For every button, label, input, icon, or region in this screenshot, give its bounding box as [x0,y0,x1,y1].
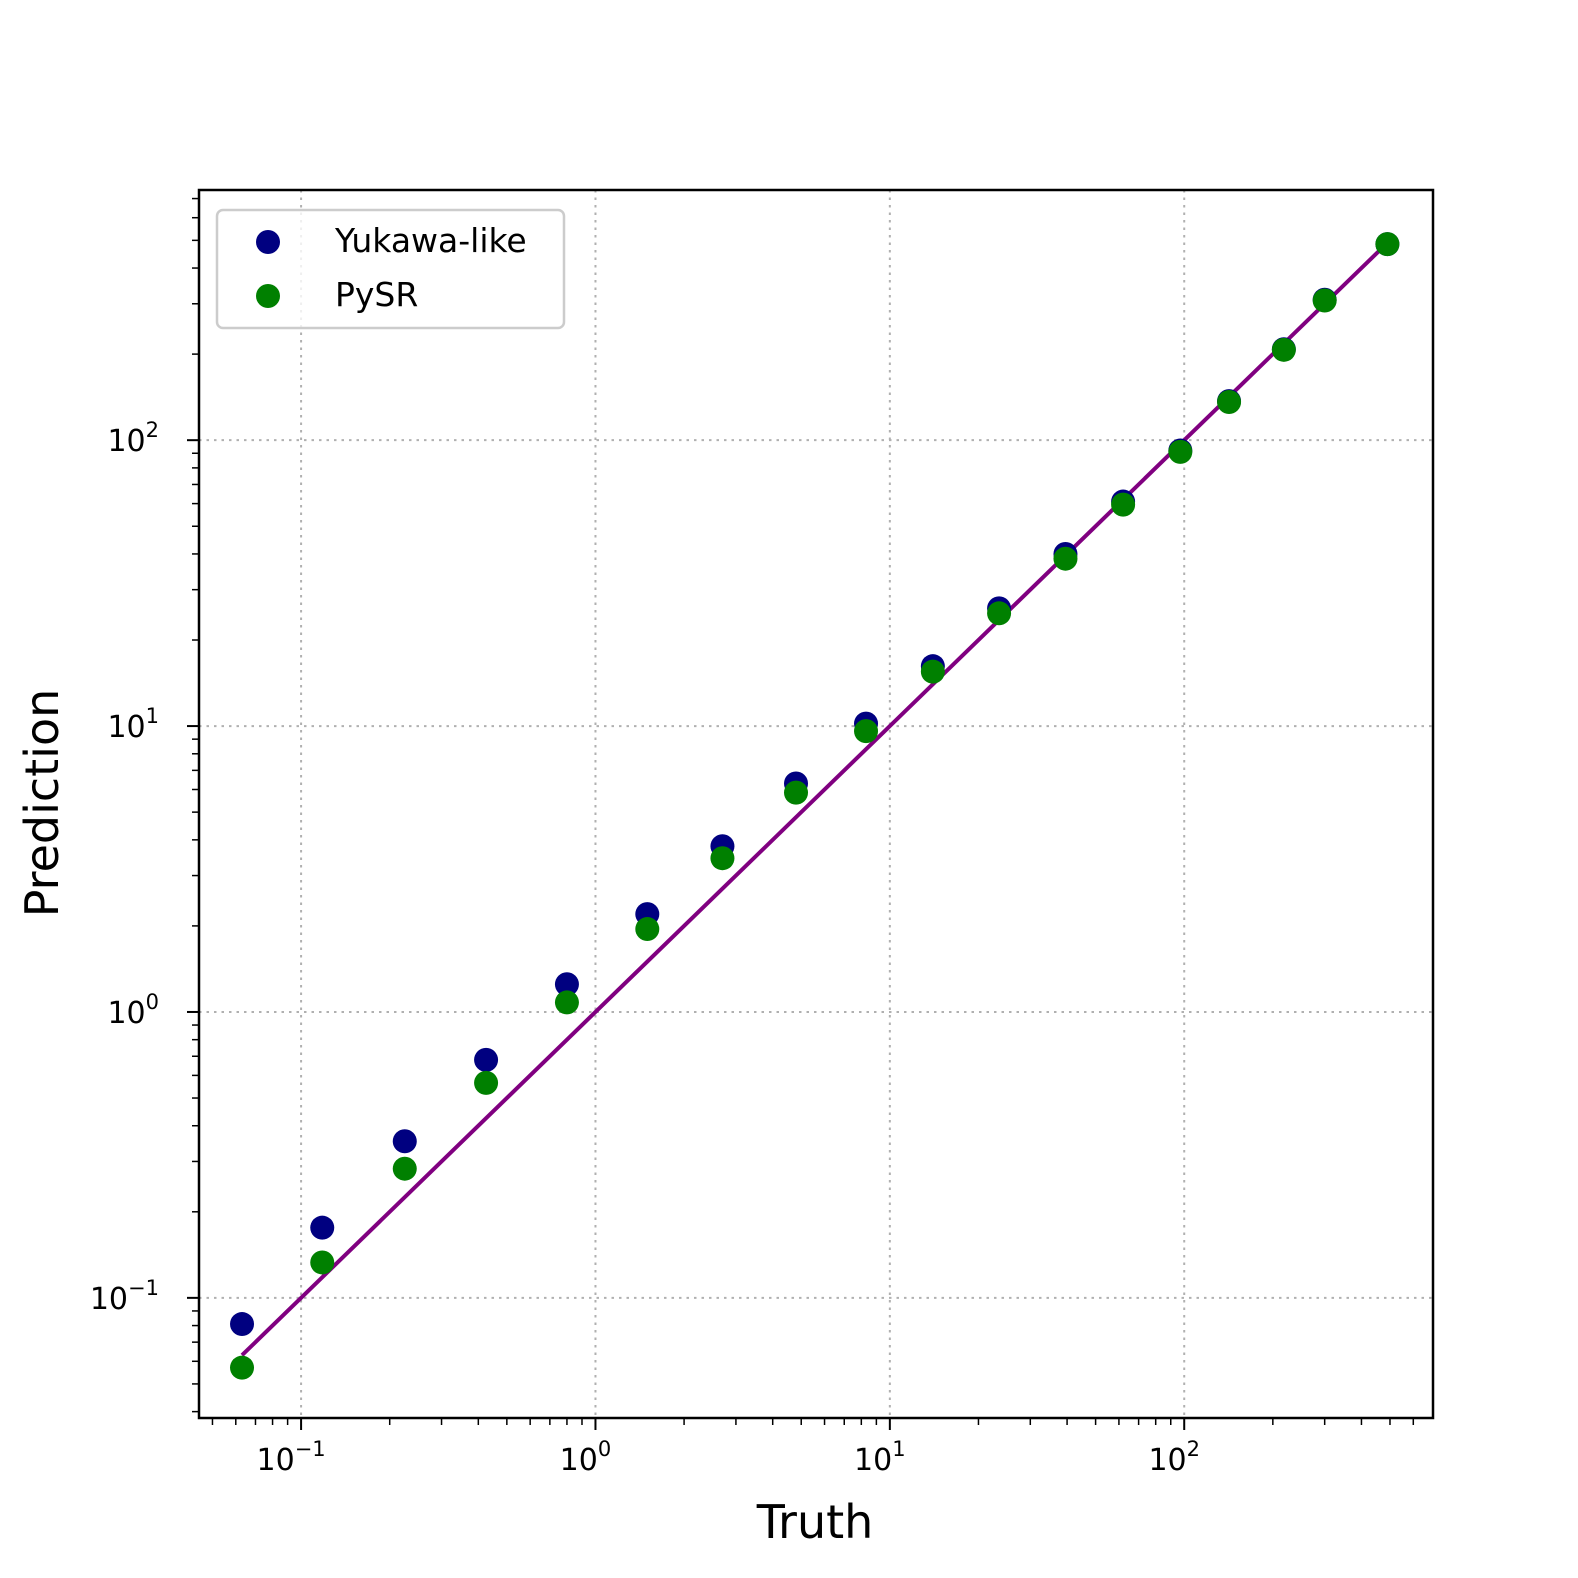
data-point [230,1355,255,1380]
major-ticks [187,439,1186,1430]
legend: Yukawa-like PySR [215,208,566,330]
data-point [230,1312,255,1337]
legend-marker-yukawa-like [256,230,280,254]
identity-line [240,241,1389,1357]
x-tick-label: 102 [1148,1437,1200,1478]
data-points [230,232,1400,1380]
data-point [392,1156,417,1181]
data-point [474,1070,499,1095]
data-point [554,972,579,997]
y-tick-label: 100 [107,990,159,1031]
tick-labels: 10−1 100 101 102 10−1 100 101 102 [90,418,1200,1478]
data-point [784,780,809,805]
data-point [1271,337,1296,362]
y-tick-label: 102 [107,418,159,459]
legend-box [215,208,566,330]
plot-frame [197,188,1435,1420]
data-point [710,846,735,871]
x-axis-label: Truth [756,1495,874,1549]
data-point [1375,232,1400,257]
y-tick-label: 101 [107,704,159,745]
data-point [1111,492,1136,517]
identity-reference-line [240,241,1389,1357]
legend-label-pysr: PySR [335,275,418,314]
data-point [1312,288,1337,313]
data-point [854,719,879,744]
x-tick-label: 10−1 [257,1437,326,1478]
data-point [635,917,660,942]
legend-marker-pysr [256,284,280,308]
x-tick-label: 101 [854,1437,906,1478]
data-point [310,1215,335,1240]
data-point [1168,439,1193,464]
y-tick-label: 10−1 [90,1276,159,1317]
data-point [1217,389,1242,414]
data-point [474,1047,499,1072]
grid-lines [199,190,1433,1418]
data-point [554,990,579,1015]
data-point [310,1250,335,1275]
data-point [920,659,945,684]
data-point [1053,546,1078,571]
series-pysr [230,232,1400,1380]
data-point [987,601,1012,626]
legend-label-yukawa-like: Yukawa-like [334,221,527,260]
x-tick-label: 100 [560,1437,612,1478]
y-axis-label: Prediction [15,689,69,918]
data-point [392,1129,417,1154]
